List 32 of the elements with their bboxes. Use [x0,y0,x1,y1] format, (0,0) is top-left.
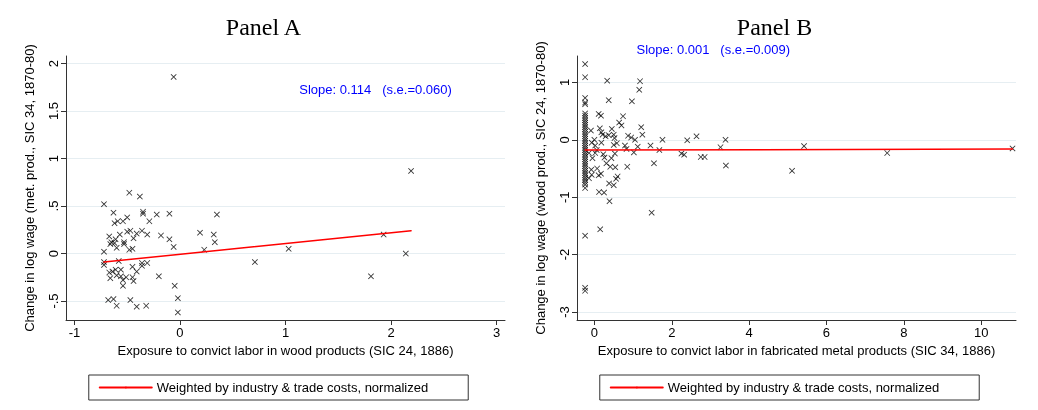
y-tick-label: -3 [557,306,572,318]
y-tick-label: -1 [557,191,572,203]
y-tick-label: 1 [557,78,572,87]
y-tick-label: 0 [46,249,61,258]
x-axis-title: Exposure to convict labor in wood products (SIC 24, 1886) [117,342,454,358]
x-tick-label: -1 [68,325,81,340]
x-tick-label: 0 [176,325,184,340]
x-tick-label: 0 [590,325,599,340]
x-tick-label: 4 [745,325,753,340]
x-tick-label: 6 [822,325,831,340]
annotation: Slope: 0.001 (s.e.=0.009) [636,42,791,58]
x-tick-label: 2 [668,325,676,340]
y-axis-title: Change in log wage (wood prod., SIC 24, 1870-80) [533,41,548,335]
x-tick-label: 3 [492,325,501,340]
legend-label: Weighted by industry & trade costs, normalized [156,380,429,395]
y-tick-label: -2 [557,248,572,261]
annotation: Slope: 0.114 (s.e.=0.060) [299,81,452,97]
chart-title: Panel A [225,14,302,40]
y-axis-title: Change in log wage (met. prod., SIC 34, 1870-80) [22,44,37,332]
y-tick-label: 1 [46,154,61,163]
x-tick-label: 10 [973,325,989,340]
y-tick-label: 1.5 [46,102,61,121]
chart-title: Panel B [736,14,813,40]
y-tick-label: -.5 [46,293,61,309]
y-tick-label: .5 [46,200,61,212]
y-tick-label: 2 [46,59,61,68]
legend-label: Weighted by industry & trade costs, normalized [667,380,940,395]
x-tick-label: 8 [900,325,908,340]
x-axis-title: Exposure to convict labor in fabricated metal products (SIC 34, 1886) [597,342,996,358]
x-tick-label: 2 [387,325,395,340]
x-tick-label: 1 [281,325,290,340]
y-tick-label: 0 [557,136,572,144]
